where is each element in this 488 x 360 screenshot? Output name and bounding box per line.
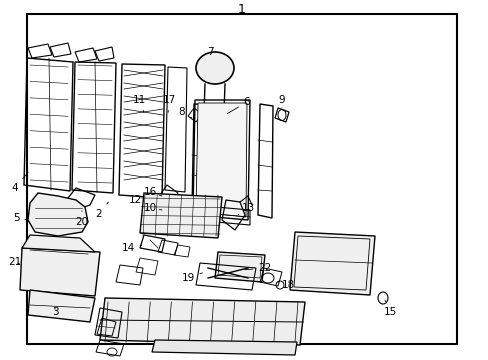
Text: 21: 21 [8, 257, 21, 267]
Text: 13: 13 [238, 203, 254, 215]
Text: 19: 19 [181, 273, 202, 283]
Text: 10: 10 [143, 203, 162, 213]
Text: 6: 6 [227, 97, 250, 114]
Text: 14: 14 [121, 243, 142, 253]
Polygon shape [22, 235, 95, 252]
Polygon shape [140, 193, 222, 238]
Polygon shape [28, 193, 88, 236]
Text: 11: 11 [132, 95, 145, 112]
Polygon shape [196, 103, 246, 217]
Text: 16: 16 [143, 187, 162, 197]
Text: 3: 3 [52, 307, 58, 317]
Polygon shape [100, 298, 305, 345]
Text: 2: 2 [96, 202, 108, 219]
Text: 4: 4 [12, 172, 28, 193]
Text: 5: 5 [13, 213, 27, 223]
Text: 18: 18 [278, 280, 294, 290]
Text: 22: 22 [244, 263, 271, 273]
Text: 15: 15 [383, 300, 396, 317]
Text: 1: 1 [238, 3, 245, 15]
Polygon shape [20, 248, 100, 296]
Polygon shape [289, 232, 374, 295]
Text: 20: 20 [75, 211, 88, 227]
Polygon shape [28, 290, 95, 322]
Text: 9: 9 [278, 95, 285, 108]
Bar [27, 14, 456, 344]
Polygon shape [215, 252, 264, 282]
Text: 7: 7 [206, 47, 213, 57]
Text: 12: 12 [128, 195, 148, 210]
Text: 17: 17 [162, 95, 175, 112]
Polygon shape [152, 340, 296, 355]
Ellipse shape [196, 52, 234, 84]
Text: 8: 8 [178, 107, 192, 118]
